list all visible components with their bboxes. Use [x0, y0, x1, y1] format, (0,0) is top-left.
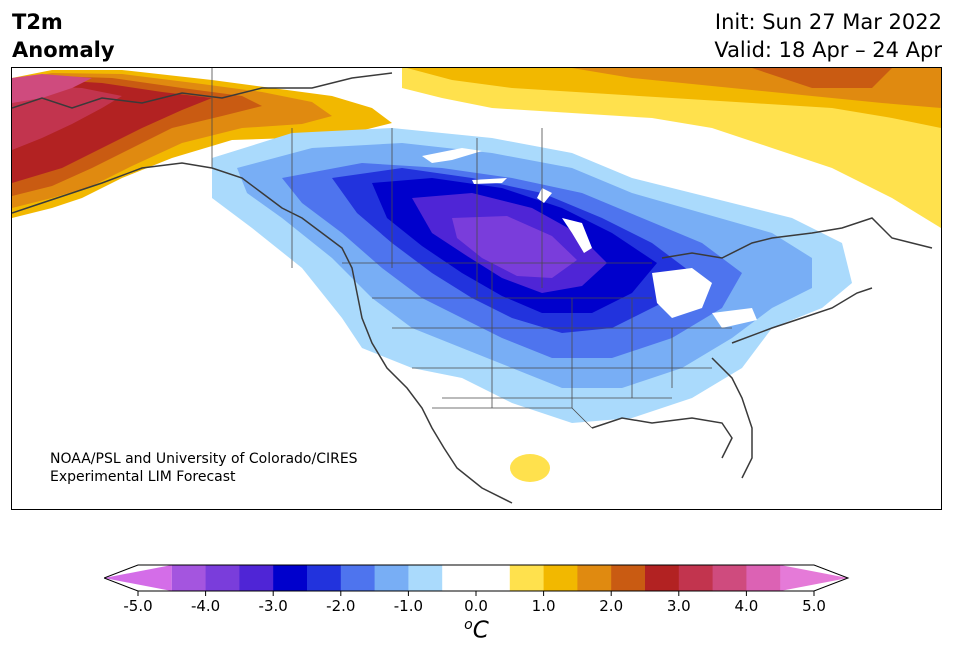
data-credit: NOAA/PSL and University of Colorado/CIRE…: [50, 450, 358, 486]
mexico-warm-spot: [510, 454, 550, 482]
political-borders: [211, 68, 732, 429]
colorbar-swatch: [171, 565, 207, 591]
colorbar-tick-label: 3.0: [667, 597, 691, 615]
colorbar-swatch: [543, 565, 578, 591]
init-date: Init: Sun 27 Mar 2022: [714, 10, 942, 34]
colorbar-swatch: [408, 565, 443, 591]
colorbar-tick-label: 1.0: [532, 597, 556, 615]
colorbar-extend-max: [780, 565, 848, 591]
colorbar-tick-label: 0.0: [464, 597, 488, 615]
unit-letter: C: [472, 617, 489, 644]
colorbar-swatch: [746, 565, 781, 591]
title-line-2: Anomaly: [12, 38, 115, 62]
arctic-warm-anomaly: [402, 68, 941, 228]
colorbar-tick-label: -1.0: [394, 597, 423, 615]
colorbar-swatch: [340, 565, 376, 591]
colorbar-swatch: [577, 565, 612, 591]
colorbar-tick-label: -3.0: [259, 597, 288, 615]
colorbar-tick-label: 4.0: [734, 597, 758, 615]
map-title: T2m Anomaly: [12, 8, 115, 64]
degree-superscript: o: [464, 617, 473, 633]
colorbar-tick-label: -4.0: [191, 597, 220, 615]
colorbar-tick-label: -2.0: [326, 597, 355, 615]
coastlines: [12, 72, 933, 504]
colorbar-svg: -5.0 -4.0 -3.0 -2.0 -1.0 0.0 1.0 2.0 3.0 4.0 5.0: [102, 564, 850, 615]
colorbar-swatch: [509, 565, 545, 591]
lakes: [422, 148, 757, 328]
forecast-dates: Init: Sun 27 Mar 2022 Valid: 18 Apr – 24…: [714, 8, 942, 64]
colorbar-swatch: [645, 565, 680, 591]
valid-dates: Valid: 18 Apr – 24 Apr: [714, 38, 942, 62]
credit-line-1: NOAA/PSL and University of Colorado/CIRE…: [50, 451, 358, 467]
colorbar-swatch: [239, 565, 274, 591]
colorbar-swatch: [205, 565, 240, 591]
colorbar-swatch: [611, 565, 646, 591]
colorbar-swatch: [476, 565, 511, 591]
colorbar-tick-label: 2.0: [599, 597, 623, 615]
colorbar-extend-min: [104, 565, 172, 591]
colorbar-tick-label: -5.0: [123, 597, 152, 615]
colorbar-swatch: [712, 565, 747, 591]
colorbar-swatch: [374, 565, 409, 591]
colorbar-swatch: [442, 565, 477, 591]
colorbar-swatch: [678, 565, 714, 591]
temperature-anomaly-map: NOAA/PSL and University of Colorado/CIRE…: [11, 67, 942, 510]
colorbar-tick-label: 5.0: [802, 597, 826, 615]
temperature-colorbar: -5.0 -4.0 -3.0 -2.0 -1.0 0.0 1.0 2.0 3.0 4.0 5.0: [102, 563, 852, 623]
central-cold-anomaly: [212, 128, 852, 423]
colorbar-unit-label: oC: [0, 617, 953, 644]
title-line-1: T2m: [12, 10, 63, 34]
colorbar-swatch: [273, 565, 308, 591]
map-canvas: [12, 68, 941, 504]
credit-line-2: Experimental LIM Forecast: [50, 469, 236, 485]
colorbar-swatch: [307, 565, 342, 591]
